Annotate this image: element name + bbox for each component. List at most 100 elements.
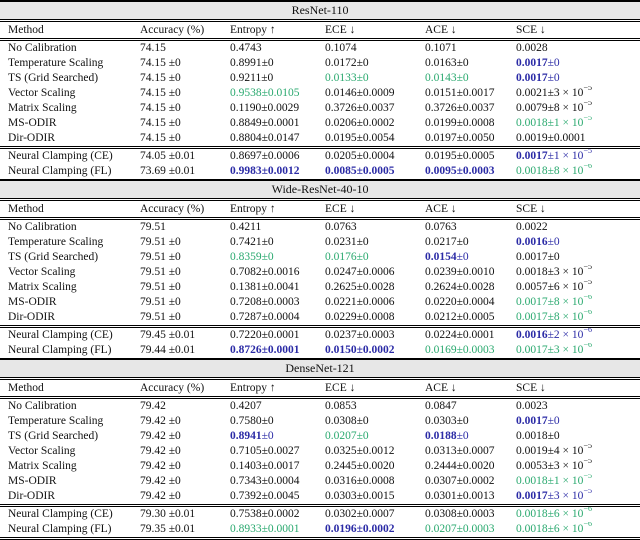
method-cell: Matrix Scaling	[8, 102, 77, 114]
table-row: Vector Scaling 74.15 ±0 0.9538±0.0105 0.014…	[0, 86, 640, 101]
metric-error: ±0.0002	[356, 117, 395, 129]
sce-cell: 0.0018±1 × 10−5	[516, 474, 640, 489]
metric-error: ±0.0006	[356, 296, 395, 308]
metric-value: 0.7287	[230, 311, 262, 323]
metric-value: 0.9211	[230, 72, 262, 84]
metric-value: 0.7421	[230, 236, 262, 248]
entropy-cell: 0.8726±0.0001	[230, 343, 325, 359]
metric-value: 0.0188	[425, 430, 457, 442]
accuracy-cell: 74.15 ±0	[140, 102, 181, 114]
metric-error: ±0	[356, 415, 369, 427]
ece-cell: 0.0308±0	[325, 414, 425, 429]
table-row: Neural Clamping (CE) 74.05 ±0.01 0.8697±0.…	[0, 146, 640, 164]
accuracy-cell: 79.42 ±0	[140, 460, 181, 472]
table-row: Neural Clamping (FL) 79.35 ±0.01 0.8933±0.…	[0, 522, 640, 540]
accuracy-cell: 79.42 ±0	[140, 430, 181, 442]
metric-error: ±0.0020	[356, 460, 395, 472]
metric-value: 0.0016	[516, 329, 548, 341]
metric-value: 0.0303	[425, 415, 457, 427]
method-cell: MS-ODIR	[8, 475, 57, 487]
ace-cell: 0.0220±0.0004	[425, 295, 516, 310]
table-row: MS-ODIR 79.42 ±0 0.7343±0.0004 0.0316±0.000…	[0, 474, 640, 489]
ece-cell: 0.0247±0.0006	[325, 265, 425, 280]
metric-error: ±0.0037	[456, 102, 495, 114]
metric-error: ±0.0001	[261, 329, 300, 341]
sce-cell: 0.0018±6 × 10−6	[516, 522, 640, 540]
metric-value: 0.0017	[516, 344, 548, 356]
metric-value: 0.0022	[516, 221, 548, 233]
ace-cell: 0.0239±0.0010	[425, 265, 516, 280]
metric-error: ±0.0027	[261, 445, 300, 457]
sce-cell: 0.0017±0	[516, 56, 640, 71]
column-header: ACE ↓	[425, 20, 516, 41]
metric-error: ±0.0004	[356, 150, 395, 162]
ace-cell: 0.0763	[425, 219, 516, 236]
sce-cell: 0.0018±8 × 10−6	[516, 164, 640, 180]
metric-value: 0.0207	[425, 523, 457, 535]
metric-error: ±0.0004	[456, 296, 495, 308]
sce-cell: 0.0017±3 × 10−5	[516, 489, 640, 506]
ace-cell: 0.0212±0.0005	[425, 310, 516, 327]
metric-error: ±6 × 10	[547, 508, 584, 520]
metric-error: ±3 × 10	[547, 490, 584, 502]
column-header: ECE ↓	[325, 199, 425, 220]
metric-value: 0.0079	[516, 102, 548, 114]
entropy-cell: 0.4211	[230, 219, 325, 236]
metric-error: ±0.0041	[261, 281, 300, 293]
ace-cell: 0.0095±0.0003	[425, 164, 516, 180]
sce-cell: 0.0017±0	[516, 71, 640, 86]
metric-value: 0.0016	[516, 236, 548, 248]
method-cell: Temperature Scaling	[8, 236, 104, 248]
metric-value: 0.0229	[325, 311, 357, 323]
metric-error: ±1 × 10	[547, 475, 584, 487]
metric-error: ±0.0005	[356, 165, 395, 177]
metric-value: 0.0853	[325, 400, 357, 412]
metric-error: ±0.0001	[547, 132, 586, 144]
ace-cell: 0.0224±0.0001	[425, 325, 516, 343]
metric-value: 0.7580	[230, 415, 262, 427]
metric-error: ±0.0050	[456, 132, 495, 144]
entropy-cell: 0.8804±0.0147	[230, 131, 325, 148]
sce-cell: 0.0022	[516, 219, 640, 236]
accuracy-cell: 74.15 ±0	[140, 87, 181, 99]
metric-value: 0.0019	[516, 445, 548, 457]
metric-error: ±0	[547, 430, 560, 442]
ace-cell: 0.0313±0.0007	[425, 444, 516, 459]
ece-cell: 0.0231±0	[325, 235, 425, 250]
column-header-row: Method Accuracy (%) Entropy ↑ ECE ↓ ACE ↓ SCE…	[0, 199, 640, 220]
metric-error: ±0.0004	[261, 475, 300, 487]
metric-error: ±0	[547, 57, 560, 69]
ace-cell: 0.2444±0.0020	[425, 459, 516, 474]
metric-error: ±0	[456, 236, 469, 248]
metric-value: 0.0237	[325, 329, 357, 341]
metric-value: 0.0095	[425, 165, 457, 177]
metric-value: 0.0017	[516, 251, 548, 263]
metric-value: 0.0021	[516, 87, 548, 99]
metric-value: 0.2444	[425, 460, 457, 472]
section-band: Wide-ResNet-40-10	[0, 179, 640, 201]
entropy-cell: 0.1403±0.0017	[230, 459, 325, 474]
method-cell: Neural Clamping (FL)	[0, 522, 140, 540]
metric-value: 0.0018	[516, 165, 548, 177]
accuracy-cell: 79.51 ±0	[140, 266, 181, 278]
method-cell: Matrix Scaling	[8, 281, 77, 293]
sce-cell: 0.0021±3 × 10−5	[516, 86, 640, 101]
metric-value: 0.9983	[230, 165, 262, 177]
ece-cell: 0.0085±0.0005	[325, 164, 425, 180]
ace-cell: 0.0154±0	[425, 250, 516, 265]
ace-cell: 0.0143±0	[425, 71, 516, 86]
table-row: Neural Clamping (CE) 79.45 ±0.01 0.7220±0.…	[0, 325, 640, 343]
metric-value: 0.3726	[325, 102, 357, 114]
method-cell: Dir-ODIR	[8, 490, 56, 502]
entropy-cell: 0.9983±0.0012	[230, 164, 325, 180]
ace-cell: 0.0163±0	[425, 56, 516, 71]
exponent: −5	[583, 86, 592, 93]
metric-error: ±0	[356, 251, 369, 263]
ace-cell: 0.0217±0	[425, 235, 516, 250]
exponent: −5	[583, 116, 592, 123]
ece-cell: 0.0206±0.0002	[325, 116, 425, 131]
method-cell: Vector Scaling	[8, 87, 76, 99]
metric-value: 0.1403	[230, 460, 262, 472]
column-header: Accuracy (%)	[140, 199, 230, 220]
